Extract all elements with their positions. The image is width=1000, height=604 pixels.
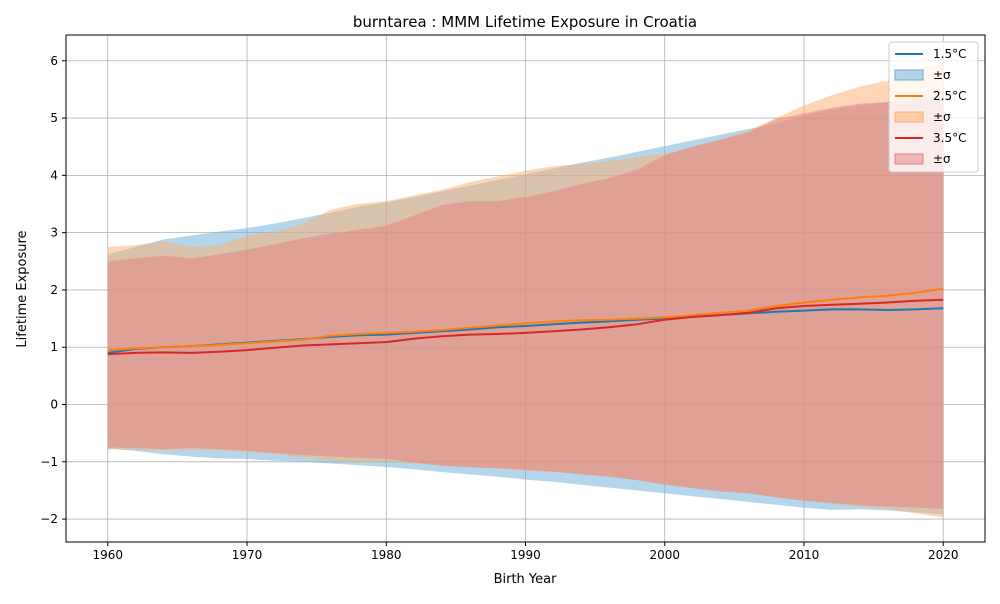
line-series-2 bbox=[107, 287, 944, 352]
lines bbox=[107, 287, 944, 356]
x-tick-label: 1990 bbox=[510, 548, 541, 562]
legend-label: 1.5°C bbox=[933, 47, 966, 61]
x-tick-label: 2020 bbox=[928, 548, 959, 562]
line-series-3 bbox=[107, 298, 944, 356]
y-tick-label: −1 bbox=[40, 455, 58, 469]
y-tick-label: 5 bbox=[50, 111, 58, 125]
legend-band-swatch bbox=[894, 111, 924, 123]
x-tick-label: 2010 bbox=[789, 548, 820, 562]
legend-label: 3.5°C bbox=[933, 131, 966, 145]
y-tick-label: 4 bbox=[50, 168, 58, 182]
legend-band-label: ±σ bbox=[933, 68, 951, 82]
x-tick-label: 1970 bbox=[232, 548, 263, 562]
legend-band-label: ±σ bbox=[933, 152, 951, 166]
legend-band-label: ±σ bbox=[933, 110, 951, 124]
x-axis-label: Birth Year bbox=[494, 572, 558, 587]
y-tick-label: 3 bbox=[50, 226, 58, 240]
chart-title: burntarea : MMM Lifetime Exposure in Cro… bbox=[353, 13, 697, 31]
x-tick-label: 2000 bbox=[649, 548, 680, 562]
x-tick-label: 1980 bbox=[371, 548, 402, 562]
band-series-3 bbox=[107, 99, 944, 509]
axis-ticks: 1960 1970 1980 1990 2000 2010 2020 −2 −1 0 1 2 3 4 5 6 bbox=[40, 54, 958, 562]
bands bbox=[107, 63, 944, 518]
legend-band-swatch bbox=[894, 69, 924, 81]
y-axis-label: Lifetime Exposure bbox=[15, 230, 30, 347]
legend: 1.5°C ±σ 2.5°C ±σ 3.5°C ±σ bbox=[888, 41, 979, 173]
legend-band-swatch bbox=[894, 153, 924, 165]
y-tick-label: −2 bbox=[40, 512, 58, 526]
y-tick-label: 0 bbox=[50, 398, 58, 412]
y-tick-label: 1 bbox=[50, 340, 58, 354]
y-tick-label: 2 bbox=[50, 283, 58, 297]
x-tick-label: 1960 bbox=[92, 548, 123, 562]
y-tick-label: 6 bbox=[50, 54, 58, 68]
legend-label: 2.5°C bbox=[933, 89, 966, 103]
